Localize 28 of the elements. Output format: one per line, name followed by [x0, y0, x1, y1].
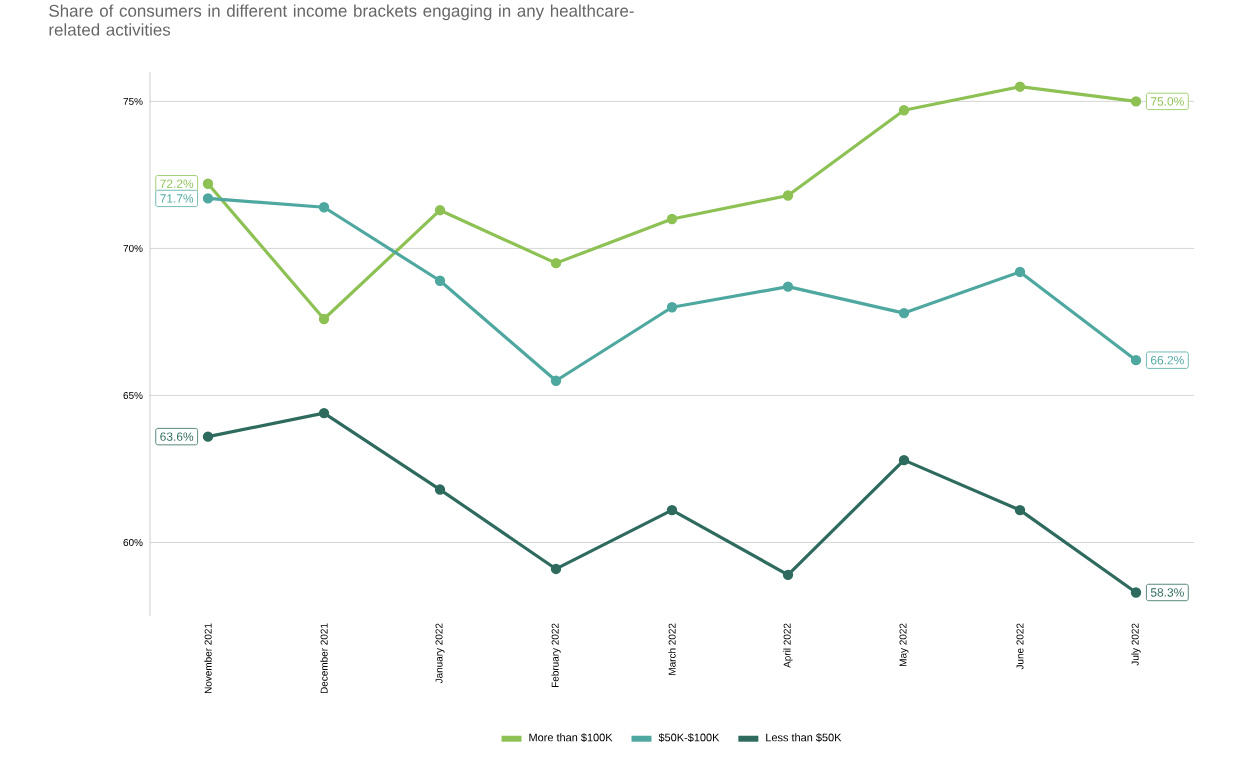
- point: [550, 563, 562, 575]
- point: [666, 213, 678, 225]
- point: [550, 375, 562, 386]
- point: [202, 178, 214, 189]
- chart-title: Share of consumers in different income brackets engaging in any healthcare-related activities: [49, 4, 634, 36]
- point: [1130, 354, 1142, 366]
- point: [898, 454, 910, 466]
- point: [550, 257, 562, 269]
- point: [202, 431, 214, 442]
- point: [434, 484, 446, 495]
- point: [782, 569, 794, 581]
- point: [1130, 587, 1142, 598]
- point: [898, 105, 910, 116]
- point: [318, 313, 330, 325]
- point: [666, 504, 678, 516]
- point: [898, 307, 910, 319]
- point: [782, 281, 794, 292]
- point: [1130, 96, 1142, 107]
- point: [1014, 81, 1026, 92]
- point: [1014, 504, 1026, 516]
- point: [666, 302, 678, 313]
- point: [1014, 266, 1026, 278]
- point: [202, 193, 214, 204]
- point: [434, 205, 446, 216]
- point: [318, 202, 330, 213]
- point: [434, 275, 446, 286]
- point: [782, 190, 794, 201]
- point: [318, 407, 330, 419]
